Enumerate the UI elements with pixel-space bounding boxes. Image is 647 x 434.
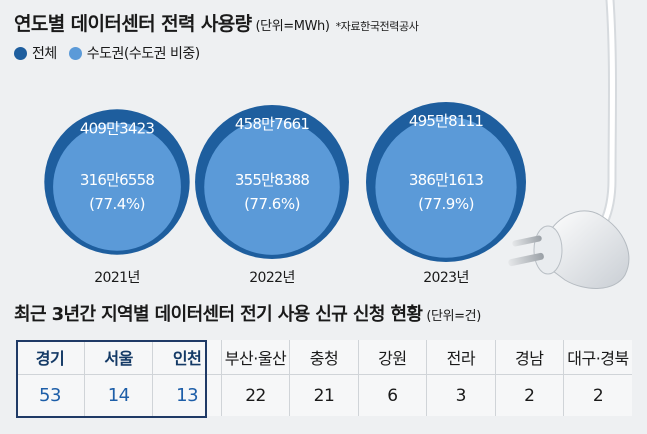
region-header-2: 서울 [84,340,154,376]
legend: 전체 수도권(수도권 비중) [14,43,212,63]
region-value-3: 13 [152,374,222,416]
region-header-4: 부산·울산 [221,340,291,376]
region-header-3: 인천 [152,340,222,376]
region-header-7: 전라 [426,340,496,376]
label-share-3: (77.9%) [418,195,474,213]
region-header-9: 대구·경북 [563,340,632,376]
bubble-capital-1 [53,122,181,251]
region-table: 경기 서울 인천 부산·울산 충청 강원 전라 경남 대구·경북 53 14 13 22 21 6 3 2 2 [16,340,632,416]
region-value-1: 53 [16,374,85,416]
chart-title-row: 연도별 데이터센터 전력 사용량 (단위=MWh) *자료한국전력공사 [14,9,419,36]
legend-item-capital: 수도권(수도권 비중) [68,43,200,63]
legend-swatch-total [14,46,27,60]
label-capital-3: 386만1613 [409,171,483,189]
region-value-2: 14 [84,374,154,416]
region-value-5: 21 [289,374,359,416]
region-value-8: 2 [495,374,565,416]
region-header-5: 충청 [289,340,359,376]
table-title: 최근 3년간 지역별 데이터센터 전기 사용 신규 신청 현황 [14,304,423,325]
year-label-1: 2021년 [94,270,140,286]
legend-swatch-capital [68,46,82,60]
legend-item-total: 전체 [14,43,57,63]
region-header-1: 경기 [16,340,85,376]
region-header-row: 경기 서울 인천 부산·울산 충청 강원 전라 경남 대구·경북 [16,340,632,376]
region-value-row: 53 14 13 22 21 6 3 2 2 [16,374,632,416]
label-capital-1: 316만6558 [80,171,154,189]
region-header-6: 강원 [358,340,428,376]
region-header-8: 경남 [495,340,565,376]
bubble-capital-2 [204,119,340,255]
chart-unit: (단위=MWh) [255,19,330,34]
table-title-row: 최근 3년간 지역별 데이터센터 전기 사용 신규 신청 현황 (단위=건) [14,300,481,326]
year-label-3: 2023년 [423,270,469,286]
region-value-9: 2 [563,374,632,416]
chart-source: *자료한국전력공사 [335,20,419,33]
label-total-3: 495만8111 [409,112,483,130]
label-share-1: (77.4%) [89,195,145,213]
region-value-6: 6 [358,374,428,416]
label-total-2: 458만7661 [235,115,309,133]
legend-label-capital: 수도권(수도권 비중) [86,46,200,62]
plug-illustration [508,0,630,289]
region-value-4: 22 [221,374,291,416]
legend-label-total: 전체 [32,46,57,62]
label-share-2: (77.6%) [244,195,300,213]
label-total-1: 409만3423 [80,119,154,137]
year-label-2: 2022년 [249,270,295,286]
bubble-capital-3 [375,116,517,258]
chart-title: 연도별 데이터센터 전력 사용량 [14,13,252,35]
bubbles-layer: 409만3423 316만6558 (77.4%) 2021년 458만7661 355만… [44,102,526,286]
bubble-chart: 409만3423 316만6558 (77.4%) 2021년 458만7661 355만… [44,0,630,289]
region-value-7: 3 [426,374,496,416]
table-unit: (단위=건) [426,309,481,324]
label-capital-2: 355만8388 [235,171,309,189]
